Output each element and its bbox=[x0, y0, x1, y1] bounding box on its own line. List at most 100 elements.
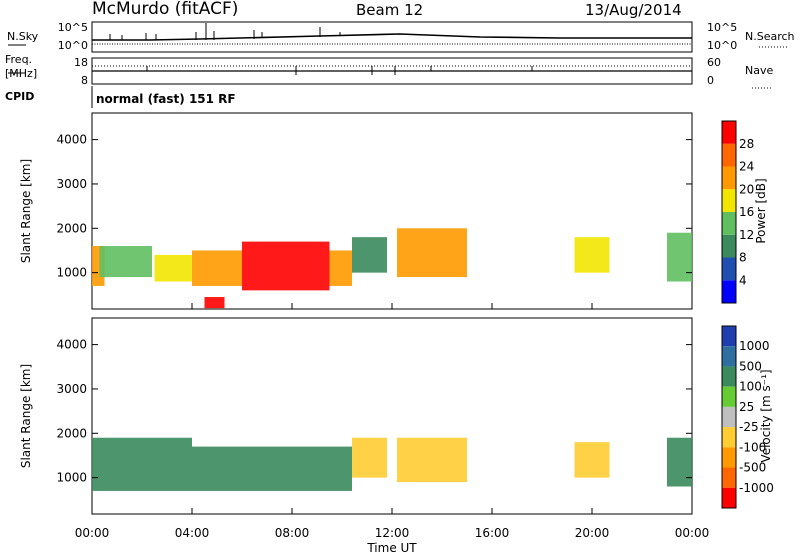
data-region bbox=[667, 437, 692, 487]
power-y-ticks: 1000 2000 3000 4000 bbox=[56, 133, 692, 280]
colorbar-tick-label: 25 bbox=[739, 400, 754, 414]
x-tick-label: 08:00 bbox=[275, 526, 310, 540]
data-region bbox=[154, 254, 192, 282]
data-region bbox=[397, 437, 467, 483]
x-tick-label: 12:00 bbox=[375, 526, 410, 540]
data-region bbox=[192, 250, 242, 286]
power-panel: 1000 2000 3000 4000 Slant Range [km] bbox=[19, 112, 693, 310]
data-region bbox=[204, 297, 225, 309]
nsky-line bbox=[92, 33, 692, 41]
colorbar-swatch bbox=[722, 234, 736, 258]
freq-label: Freq. bbox=[5, 53, 32, 66]
colorbar-swatch bbox=[722, 212, 736, 235]
data-region bbox=[574, 442, 610, 478]
velocity-data bbox=[92, 437, 692, 491]
colorbar-tick-label: -100 bbox=[739, 440, 766, 454]
colorbar-swatch bbox=[722, 427, 736, 448]
freq-tick-bottom: 8 bbox=[81, 74, 88, 87]
data-region bbox=[574, 237, 610, 273]
y-tick-label: 4000 bbox=[56, 133, 87, 147]
colorbar-tick-label: -25 bbox=[739, 420, 759, 434]
data-region bbox=[99, 246, 152, 278]
colorbar-tick-label: 8 bbox=[739, 251, 747, 265]
nave-label: Nave bbox=[745, 64, 773, 77]
y-tick-label: 3000 bbox=[56, 382, 87, 396]
noise-tick-left-top: 10^5 bbox=[58, 21, 88, 34]
x-tick-label: 04:00 bbox=[175, 526, 210, 540]
noise-tick-right-top: 10^5 bbox=[707, 21, 737, 34]
freq-tick-top: 18 bbox=[74, 56, 88, 69]
y-tick-label: 1000 bbox=[56, 471, 87, 485]
colorbar-swatch bbox=[722, 257, 736, 281]
colorbar-swatch bbox=[722, 406, 736, 428]
colorbar-tick-label: 28 bbox=[739, 137, 754, 151]
colorbar-frame bbox=[721, 120, 737, 304]
colorbar-tick-label: 24 bbox=[739, 160, 754, 174]
y-tick-label: 3000 bbox=[56, 177, 87, 191]
data-region bbox=[397, 228, 467, 278]
velocity-colorbar: 1000 500 100 25 -25 -100 -500 -1000 bbox=[721, 325, 774, 509]
power-colorbar: 4 8 12 16 20 24 28 bbox=[721, 120, 754, 304]
nsky-label: N.Sky bbox=[7, 30, 39, 43]
data-region bbox=[192, 446, 352, 491]
y-tick-label: 1000 bbox=[56, 266, 87, 280]
nave-tick-bottom: 0 bbox=[707, 74, 714, 87]
freq-ticks-marks bbox=[146, 66, 533, 75]
data-region bbox=[352, 237, 387, 273]
data-region bbox=[352, 437, 387, 478]
colorbar-frame bbox=[721, 325, 737, 509]
x-tick-label: 00:00 bbox=[75, 526, 110, 540]
colorbar-tick-label: 4 bbox=[739, 273, 747, 287]
colorbar-swatch bbox=[722, 189, 736, 212]
data-region bbox=[92, 437, 192, 491]
noise-panel-frame bbox=[91, 21, 693, 53]
cpid-label: CPID bbox=[5, 90, 34, 103]
time-x-ticks: 00:00 04:00 08:00 12:00 16:00 20:00 00:00 bbox=[75, 303, 710, 540]
colorbar-swatch bbox=[722, 166, 736, 190]
x-tick-label: 16:00 bbox=[475, 526, 510, 540]
noise-spikes bbox=[109, 23, 341, 40]
colorbar-tick-label: 100 bbox=[739, 380, 762, 394]
power-data bbox=[92, 228, 692, 309]
date-title: 13/Aug/2014 bbox=[585, 1, 682, 19]
colorbar-swatch bbox=[722, 487, 736, 508]
power-colorbar-label: Power [dB] bbox=[754, 178, 768, 243]
colorbar-tick-label: -1000 bbox=[739, 481, 774, 495]
y-tick-label: 2000 bbox=[56, 426, 87, 440]
noise-tick-left-bottom: 10^0 bbox=[58, 39, 88, 52]
power-y-label: Slant Range [km] bbox=[19, 159, 33, 263]
nave-tick-top: 60 bbox=[707, 56, 721, 69]
colorbar-tick-label: 16 bbox=[739, 205, 754, 219]
colorbar-tick-label: -500 bbox=[739, 461, 766, 475]
colorbar-swatch bbox=[722, 447, 736, 468]
colorbar-swatch bbox=[722, 346, 736, 367]
data-region bbox=[667, 232, 692, 282]
y-tick-label: 4000 bbox=[56, 338, 87, 352]
colorbar-swatch bbox=[722, 326, 736, 347]
colorbar-swatch bbox=[722, 280, 736, 303]
colorbar-tick-label: 1000 bbox=[739, 339, 770, 353]
data-region bbox=[242, 241, 330, 291]
x-tick-label: 20:00 bbox=[575, 526, 610, 540]
data-region bbox=[329, 250, 352, 286]
y-tick-label: 2000 bbox=[56, 221, 87, 235]
velocity-y-label: Slant Range [km] bbox=[19, 364, 33, 468]
colorbar-swatch bbox=[722, 386, 736, 407]
velocity-colorbar-label: Velocity [m s⁻¹] bbox=[759, 369, 773, 462]
nsearch-label: N.Search bbox=[745, 30, 795, 43]
velocity-panel: 1000 2000 3000 4000 Slant Range [km] bbox=[19, 317, 693, 515]
colorbar-tick-label: 500 bbox=[739, 359, 762, 373]
x-tick-label: 00:00 bbox=[675, 526, 710, 540]
velocity-y-ticks: 1000 2000 3000 4000 bbox=[56, 338, 692, 485]
colorbar-tick-label: 12 bbox=[739, 228, 754, 242]
colorbar-tick-label: 20 bbox=[739, 182, 754, 196]
noise-tick-right-bottom: 10^0 bbox=[707, 39, 737, 52]
colorbar-swatch bbox=[722, 121, 736, 144]
colorbar-swatch bbox=[722, 467, 736, 488]
colorbar-swatch bbox=[722, 366, 736, 387]
station-title: McMurdo (fitACF) bbox=[92, 0, 239, 19]
colorbar-swatch bbox=[722, 143, 736, 167]
time-x-label: Time UT bbox=[366, 541, 417, 554]
cpid-text: normal (fast) 151 RF bbox=[96, 92, 236, 106]
